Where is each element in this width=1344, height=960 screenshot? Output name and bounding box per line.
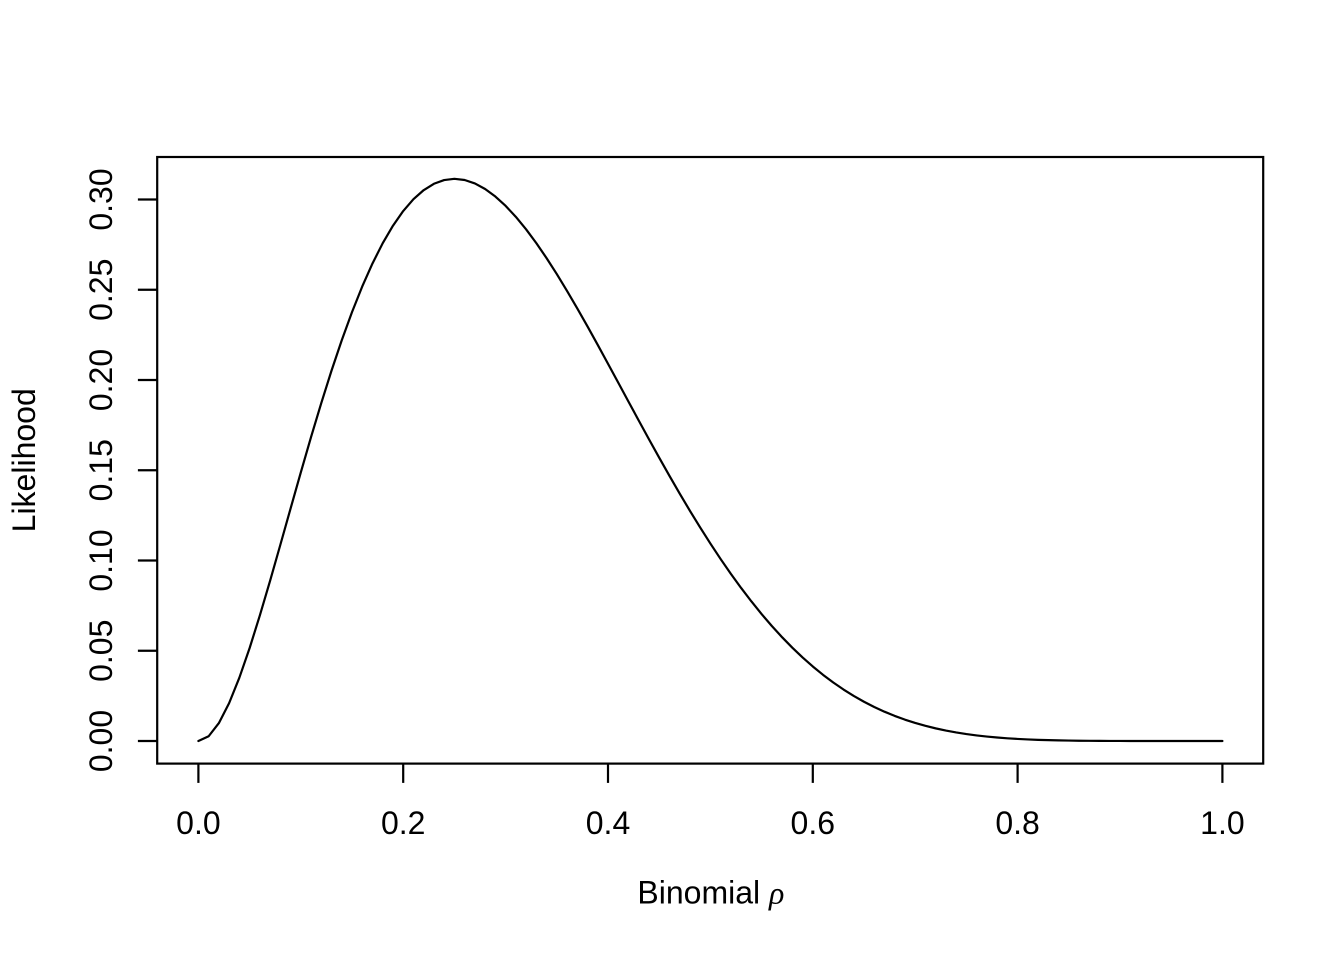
y-tick-label: 0.00: [83, 710, 119, 772]
x-axis-title-symbol: ρ: [768, 875, 784, 911]
x-tick-label: 0.2: [381, 805, 425, 841]
x-tick-label: 0.4: [586, 805, 630, 841]
x-tick-label: 0.6: [791, 805, 835, 841]
x-tick-label: 0.0: [176, 805, 220, 841]
y-tick-label: 0.30: [83, 168, 119, 230]
y-axis-tick-labels: 0.00 0.05 0.10 0.15 0.20 0.25 0.30: [83, 168, 119, 772]
y-tick-label: 0.25: [83, 259, 119, 321]
x-axis-tick-labels: 0.0 0.2 0.4 0.6 0.8 1.0: [176, 805, 1244, 841]
x-axis-title-word: Binomial: [637, 875, 769, 911]
y-tick-label: 0.05: [83, 620, 119, 682]
x-tick-label: 0.8: [995, 805, 1039, 841]
x-axis-title: Binomial ρ: [637, 875, 784, 911]
y-tick-label: 0.10: [83, 529, 119, 591]
y-axis-title: Likelihood: [6, 388, 42, 532]
x-tick-label: 1.0: [1200, 805, 1244, 841]
likelihood-curve: [197, 177, 1224, 743]
y-tick-label: 0.20: [83, 349, 119, 411]
y-tick-label: 0.15: [83, 439, 119, 501]
y-axis-ticks: [137, 198, 158, 743]
x-axis-ticks: [197, 763, 1224, 783]
plot-box: [156, 155, 1265, 765]
